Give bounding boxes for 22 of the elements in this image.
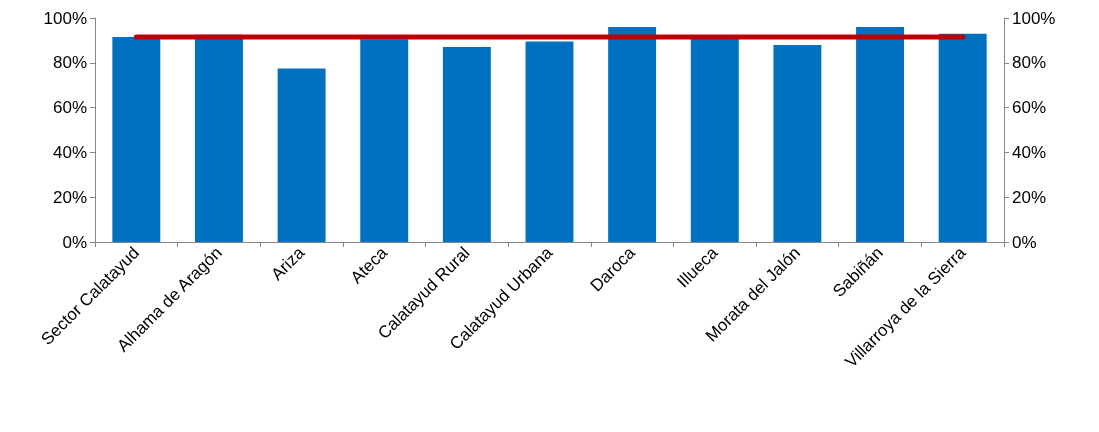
bar xyxy=(608,26,657,242)
bar xyxy=(690,38,739,242)
bar xyxy=(938,33,987,242)
bar xyxy=(112,37,161,242)
y-tick-label: 80% xyxy=(52,53,87,73)
y2-tick-label: 100% xyxy=(1012,8,1056,28)
bar xyxy=(856,26,905,242)
bar xyxy=(360,39,409,242)
y-tick-label: 0% xyxy=(62,232,87,252)
bar xyxy=(773,44,822,242)
bar xyxy=(277,68,326,242)
y2-tick-label: 60% xyxy=(1012,98,1047,118)
y2-tick-label: 20% xyxy=(1012,187,1047,207)
y-tick-label: 100% xyxy=(43,8,87,28)
y-tick-label: 40% xyxy=(52,142,87,162)
y-tick-label: 60% xyxy=(52,98,87,118)
bar xyxy=(442,47,491,242)
y2-tick-label: 0% xyxy=(1012,232,1037,252)
y-tick-label: 20% xyxy=(52,187,87,207)
y2-tick-label: 40% xyxy=(1012,142,1047,162)
y2-tick-label: 80% xyxy=(1012,53,1047,73)
bar xyxy=(525,41,574,242)
